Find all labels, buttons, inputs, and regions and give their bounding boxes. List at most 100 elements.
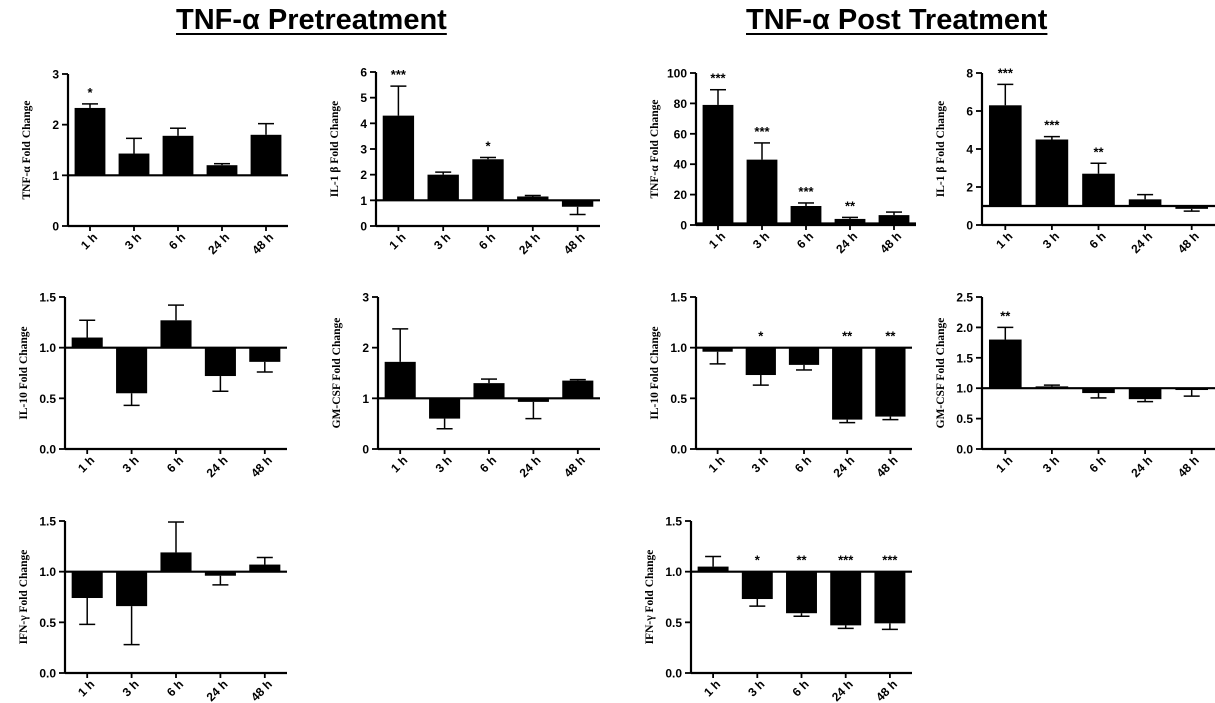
significance-marker: **: [885, 329, 896, 344]
bar: [1128, 388, 1162, 400]
y-tick-label: 60: [674, 127, 688, 141]
y-tick-label: 1.0: [39, 565, 56, 579]
bar: [790, 206, 822, 224]
y-tick-label: 3: [360, 143, 367, 157]
x-tick-label: 1 h: [75, 453, 97, 475]
bar: [832, 347, 863, 420]
y-tick-label: 100: [667, 67, 687, 81]
bar: [71, 337, 103, 348]
bar: [1128, 199, 1162, 206]
bar: [1175, 206, 1209, 209]
bar: [118, 153, 150, 176]
bar: [249, 564, 281, 572]
bar: [741, 571, 773, 600]
x-tick-label: 24 h: [1128, 453, 1155, 480]
bar: [517, 398, 549, 402]
x-tick-label: 1 h: [78, 230, 100, 252]
chart-post-gmcsf: GM-CSF Fold Change 0.0 0.5 1.0 1.5 2.0 2.5 ** 1 …: [935, 291, 1215, 480]
bar: [204, 347, 236, 377]
bar: [834, 218, 866, 224]
y-tick-label: 0.5: [39, 392, 56, 406]
bar: [830, 571, 862, 626]
y-tick-label: 0.5: [956, 412, 973, 426]
title-pretreatment: TNF-α Pretreatment: [176, 4, 447, 36]
y-tick-label: 6: [966, 105, 973, 119]
bar: [746, 159, 778, 224]
x-tick-label: 3 h: [1040, 453, 1062, 475]
y-tick-label: 40: [674, 158, 688, 172]
significance-marker: **: [845, 198, 856, 213]
x-tick-label: 6 h: [164, 677, 186, 699]
y-tick-label: 0: [360, 220, 367, 234]
bar: [74, 107, 106, 176]
y-axis-label: TNF-α Fold Change: [649, 99, 661, 198]
chart-pre-tnfa: TNF-α Fold Change 0 1 2 3 * 1 h 3 h 6 h 24 h 48 h: [21, 68, 288, 257]
x-tick-label: 3 h: [749, 453, 771, 475]
y-tick-label: 0.0: [39, 443, 56, 457]
y-tick-label: 1.5: [39, 291, 56, 305]
x-tick-label: 3 h: [431, 230, 453, 252]
significance-marker: *: [758, 329, 764, 344]
y-tick-label: 0.0: [670, 443, 687, 457]
y-tick-label: 0.0: [665, 667, 682, 681]
bar: [384, 361, 416, 399]
bar: [71, 571, 103, 599]
x-tick-label: 6 h: [794, 229, 816, 251]
significance-marker: ***: [882, 553, 898, 568]
significance-marker: *: [755, 553, 761, 568]
significance-marker: ***: [1044, 118, 1060, 133]
y-tick-label: 1.0: [665, 565, 682, 579]
x-tick-label: 48 h: [561, 230, 588, 257]
y-tick-label: 1.5: [665, 515, 682, 529]
y-axis-label: GM-CSF Fold Change: [331, 318, 343, 429]
y-tick-label: 0: [680, 219, 687, 233]
x-tick-label: 24 h: [1128, 229, 1155, 256]
bar: [473, 383, 505, 399]
x-tick-label: 1 h: [75, 677, 97, 699]
x-tick-label: 6 h: [789, 677, 811, 699]
bar: [697, 566, 729, 572]
y-tick-label: 3: [362, 291, 369, 305]
x-tick-label: 48 h: [877, 229, 904, 256]
y-tick-label: 1.0: [670, 341, 687, 355]
x-tick-label: 1 h: [706, 229, 728, 251]
y-axis-label: IL-10 Fold Change: [649, 326, 661, 419]
bar: [788, 347, 820, 365]
x-tick-label: 1 h: [701, 677, 723, 699]
significance-marker: ***: [798, 184, 814, 199]
bar: [702, 104, 734, 224]
x-tick-label: 1 h: [993, 229, 1015, 251]
y-tick-label: 0.5: [670, 392, 687, 406]
bar: [160, 552, 192, 572]
y-tick-label: 1.0: [956, 382, 973, 396]
x-tick-label: 6 h: [477, 453, 499, 475]
x-tick-label: 1 h: [388, 453, 410, 475]
y-tick-label: 2: [362, 341, 369, 355]
y-tick-label: 20: [674, 188, 688, 202]
bar: [562, 380, 594, 399]
y-axis-label: IL-10 Fold Change: [18, 326, 30, 419]
x-tick-label: 24 h: [204, 453, 231, 480]
bar: [988, 105, 1022, 206]
bar: [1035, 139, 1069, 206]
x-tick-label: 48 h: [248, 677, 275, 703]
x-tick-label: 3 h: [1040, 229, 1062, 251]
significance-marker: **: [1000, 308, 1011, 323]
bar: [249, 347, 281, 362]
x-tick-label: 48 h: [561, 453, 588, 480]
x-tick-label: 3 h: [122, 230, 144, 252]
significance-marker: **: [1093, 144, 1104, 159]
bar: [116, 571, 148, 607]
x-tick-label: 6 h: [1086, 453, 1108, 475]
y-tick-label: 1: [362, 392, 369, 406]
bar: [116, 347, 148, 394]
y-tick-label: 5: [360, 91, 367, 105]
y-tick-label: 2.5: [956, 291, 973, 305]
y-tick-label: 1.5: [670, 291, 687, 305]
x-tick-label: 24 h: [830, 453, 857, 480]
y-tick-label: 0: [362, 443, 369, 457]
y-tick-label: 2.0: [956, 321, 973, 335]
significance-marker: ***: [391, 67, 407, 82]
